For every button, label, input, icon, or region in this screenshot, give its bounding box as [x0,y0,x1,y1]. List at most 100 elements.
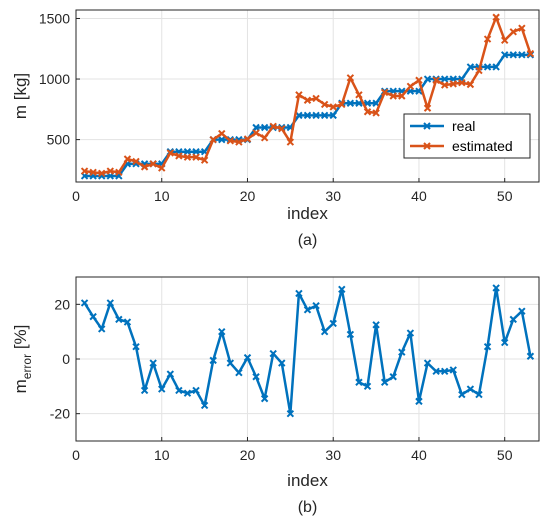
series-b [80,284,535,418]
data-point-real-a [466,63,475,71]
legend-label-real: real [452,118,475,134]
data-point-series-b [458,390,466,399]
data-point-series-b [398,348,406,356]
x-tick-label: 10 [154,188,170,204]
data-point-estimated-a [355,91,363,99]
data-point-estimated-a [115,168,123,177]
data-point-estimated-a [98,169,106,177]
data-point-series-b [475,390,483,399]
data-point-real-a [329,111,337,120]
data-point-series-b [432,367,440,376]
y-tick-label: -20 [50,406,70,422]
data-point-estimated-a [226,137,235,145]
data-point-estimated-a [380,88,389,97]
data-point-estimated-a [475,66,483,75]
data-point-series-b [89,312,97,321]
data-point-series-b [526,352,535,360]
data-point-estimated-a [303,96,312,104]
y-tick-label: 500 [47,132,71,148]
data-point-estimated-a [449,80,457,88]
data-point-estimated-a [346,74,355,82]
data-point-real-a [218,135,226,144]
data-point-series-b [218,327,226,336]
data-point-estimated-a [363,108,372,116]
ticks-b: 0 10 20 30 40 50 -20 0 20 [50,296,513,463]
data-point-series-b [406,329,415,337]
data-point-estimated-a [192,153,200,161]
data-point-series-b [355,378,363,386]
data-point-series-b [192,386,200,395]
y-axis-label-b: merror [%] [11,325,34,394]
data-point-estimated-a [175,152,183,160]
legend-marker-real [423,122,431,130]
data-point-real-a [295,111,303,120]
x-tick-label: 40 [411,188,427,204]
data-point-estimated-a [509,28,517,36]
x-tick-label: 10 [154,447,170,463]
data-point-series-b [252,373,260,381]
data-point-real-a [500,51,509,59]
data-point-estimated-a [415,76,423,84]
data-point-series-b [509,315,517,324]
data-point-estimated-a [329,103,337,111]
data-point-estimated-a [200,156,209,164]
x-tick-label: 50 [497,447,513,463]
grid-b [75,277,539,441]
data-point-series-b [449,366,457,374]
data-point-estimated-a [312,94,320,103]
caption-a: (a) [298,232,318,249]
data-point-estimated-a [518,24,526,32]
data-point-series-b [389,373,397,381]
data-point-real-a [312,111,320,120]
data-point-series-b [329,319,337,328]
data-point-series-b [243,353,252,362]
data-point-series-b [80,299,89,307]
data-point-series-b [466,385,475,393]
data-point-estimated-a [500,36,509,44]
ticks-a: 0 10 20 30 40 50 500 1000 1500 [39,10,513,204]
data-point-series-b [423,359,432,367]
legend: real estimated [403,113,531,159]
data-point-estimated-a [252,129,260,137]
data-point-series-b [209,356,217,365]
data-point-series-b [312,301,320,310]
y-axis-label-b-main: m [11,379,30,393]
y-axis-label-b-sub: error [20,354,34,379]
legend-box [403,113,531,159]
data-point-estimated-a [140,163,149,171]
data-point-series-b [518,307,526,315]
data-point-real-a [483,63,492,71]
data-point-estimated-a [278,124,286,133]
data-point-estimated-a [183,153,192,161]
data-point-series-b [440,367,449,376]
axes-box-a [75,9,540,183]
y-axis-label-a: m [kg] [11,73,30,119]
data-point-series-b [278,359,286,367]
data-point-series-b [183,389,192,397]
y-tick-label: 0 [62,351,70,367]
data-point-real-a [303,111,312,120]
data-point-estimated-a [218,129,226,138]
data-point-estimated-a [269,122,277,130]
data-point-series-b [166,370,175,378]
x-tick-label: 40 [411,447,427,463]
data-point-series-b [98,325,106,333]
x-tick-label: 30 [325,188,341,204]
data-point-series-b [260,394,269,403]
y-tick-label: 1500 [39,10,70,26]
data-point-estimated-a [243,135,252,143]
x-tick-label: 20 [240,447,256,463]
data-point-estimated-a [398,92,406,100]
x-tick-label: 20 [240,188,256,204]
data-point-series-b [286,409,295,418]
data-point-series-b [500,338,509,347]
data-point-estimated-a [423,104,432,112]
data-point-estimated-a [235,138,243,146]
series-a [80,13,535,180]
data-point-series-b [132,342,140,351]
data-point-series-b [295,289,303,298]
data-point-estimated-a [320,100,329,109]
data-point-series-b [106,299,115,307]
data-point-series-b [346,330,355,339]
